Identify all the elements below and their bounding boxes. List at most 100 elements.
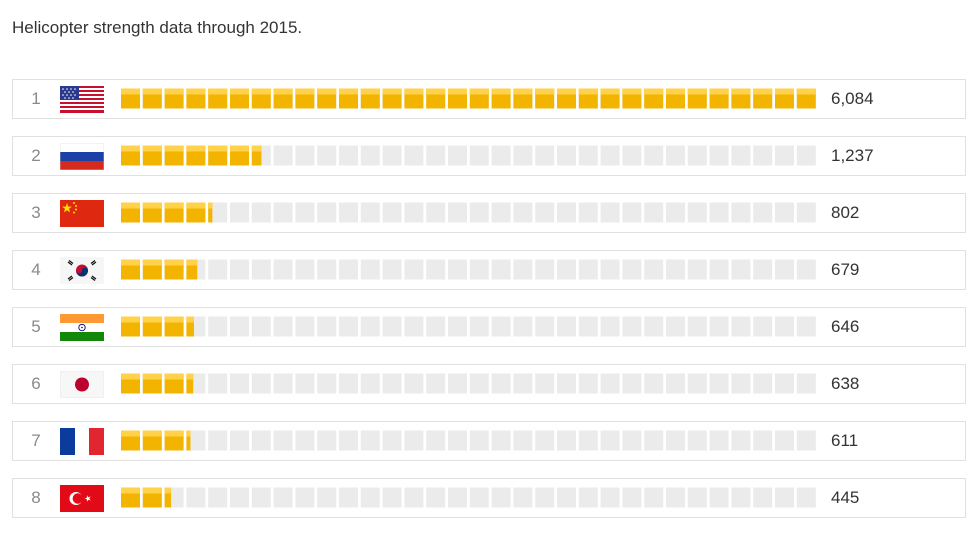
bar-empty-segment	[273, 259, 293, 280]
bar-segment-highlight	[251, 88, 271, 95]
bar-segment-highlight	[796, 88, 816, 95]
bar-empty-segment	[295, 202, 315, 223]
bar-empty-segment	[273, 430, 293, 451]
bar-segment-highlight	[251, 145, 262, 152]
value-label: 679	[831, 260, 860, 279]
bar-empty-segment	[317, 202, 337, 223]
bar-empty-segment	[230, 259, 249, 280]
bar-empty-segment	[622, 202, 642, 223]
bar-segment-highlight	[186, 202, 206, 209]
value-label: 802	[831, 203, 860, 222]
ranking-row: 2 1,237	[12, 136, 966, 176]
bar-empty-segment	[360, 145, 380, 166]
bar-empty-segment	[557, 373, 576, 394]
bar-segment-highlight	[687, 88, 707, 95]
rank-number: 7	[31, 431, 41, 450]
bar-empty-segment	[709, 259, 729, 280]
bar-segment-highlight	[164, 202, 184, 209]
usa-flag-icon	[60, 86, 104, 113]
bar-empty-segment	[687, 316, 707, 337]
bar-empty-segment	[687, 145, 707, 166]
bar-segment-highlight	[164, 430, 184, 437]
rank-number: 8	[31, 488, 41, 507]
bar-empty-segment	[557, 487, 576, 508]
bar-empty-segment	[796, 430, 816, 451]
bar-segment-highlight	[164, 88, 184, 95]
bar-empty-segment	[382, 316, 402, 337]
value-label: 611	[831, 431, 859, 450]
bar-segment-highlight	[709, 88, 729, 95]
bar-empty-segment	[404, 259, 424, 280]
bar-empty-segment	[622, 430, 642, 451]
bar-segment-highlight	[513, 88, 533, 95]
bar-chart-row	[121, 259, 816, 280]
bar-segment	[251, 145, 262, 166]
bar-empty-segment	[491, 373, 511, 394]
bar-empty-segment	[644, 373, 664, 394]
bar-segment-highlight	[622, 88, 642, 95]
rank-number: 1	[31, 89, 41, 108]
bar-empty-segment	[295, 145, 315, 166]
bar-empty-segment	[535, 487, 555, 508]
bar-segment-highlight	[164, 145, 184, 152]
bar-empty-segment	[295, 373, 315, 394]
bar-empty-segment	[513, 487, 533, 508]
bar-segment-highlight	[578, 88, 598, 95]
value-label: 646	[831, 317, 860, 336]
bar-segment-highlight	[164, 487, 172, 494]
bar-track	[121, 430, 818, 451]
bar-empty-segment	[644, 316, 664, 337]
bar-empty-segment	[513, 373, 533, 394]
bar-empty-segment	[208, 259, 228, 280]
bar-segment-highlight	[142, 373, 162, 380]
bar-empty-segment	[186, 487, 206, 508]
bar-empty-segment	[382, 373, 402, 394]
bar-empty-segment	[687, 430, 707, 451]
bar-empty-segment	[731, 316, 751, 337]
bar-empty-segment	[731, 430, 751, 451]
bar-empty-segment	[578, 259, 598, 280]
bar-empty-segment	[644, 430, 664, 451]
bar-empty-segment	[339, 430, 358, 451]
bar-empty-segment	[208, 316, 228, 337]
japan-flag-icon	[60, 371, 104, 398]
bar-segment-highlight	[448, 88, 467, 95]
bar-empty-segment	[295, 487, 315, 508]
bar-segment-highlight	[142, 202, 162, 209]
bar-empty-segment	[448, 373, 467, 394]
bar-segment-highlight	[557, 88, 576, 95]
bar-empty-segment	[578, 316, 598, 337]
bar-empty-segment	[491, 202, 511, 223]
bar-empty-segment	[578, 373, 598, 394]
ranking-row: 7 611	[12, 421, 966, 461]
bar-empty-segment	[622, 259, 642, 280]
bar-segment	[186, 316, 194, 337]
bar-chart-row	[121, 316, 816, 337]
bar-empty-segment	[709, 202, 729, 223]
bar-segment-highlight	[295, 88, 315, 95]
bar-empty-segment	[404, 487, 424, 508]
bar-empty-segment	[644, 259, 664, 280]
bar-segment-highlight	[208, 88, 228, 95]
bar-segment-highlight	[775, 88, 794, 95]
bar-empty-segment	[753, 373, 773, 394]
bar-empty-segment	[251, 487, 271, 508]
bar-empty-segment	[230, 430, 249, 451]
bar-chart-row	[121, 202, 816, 223]
bar-empty-segment	[796, 202, 816, 223]
ranking-list: 1 6,084 2	[12, 79, 966, 535]
rank-number: 6	[31, 374, 41, 393]
bar-empty-segment	[622, 487, 642, 508]
bar-empty-segment	[557, 259, 576, 280]
bar-segment-highlight	[426, 88, 446, 95]
bar-empty-segment	[666, 145, 685, 166]
bar-empty-segment	[186, 430, 206, 451]
bar-empty-segment	[317, 316, 337, 337]
bar-empty-segment	[295, 430, 315, 451]
bar-segment-highlight	[186, 88, 206, 95]
rank-number: 3	[31, 203, 41, 222]
bar-segment-highlight	[121, 88, 140, 95]
bar-empty-segment	[360, 487, 380, 508]
bar-segment-highlight	[164, 373, 184, 380]
bar-empty-segment	[709, 487, 729, 508]
